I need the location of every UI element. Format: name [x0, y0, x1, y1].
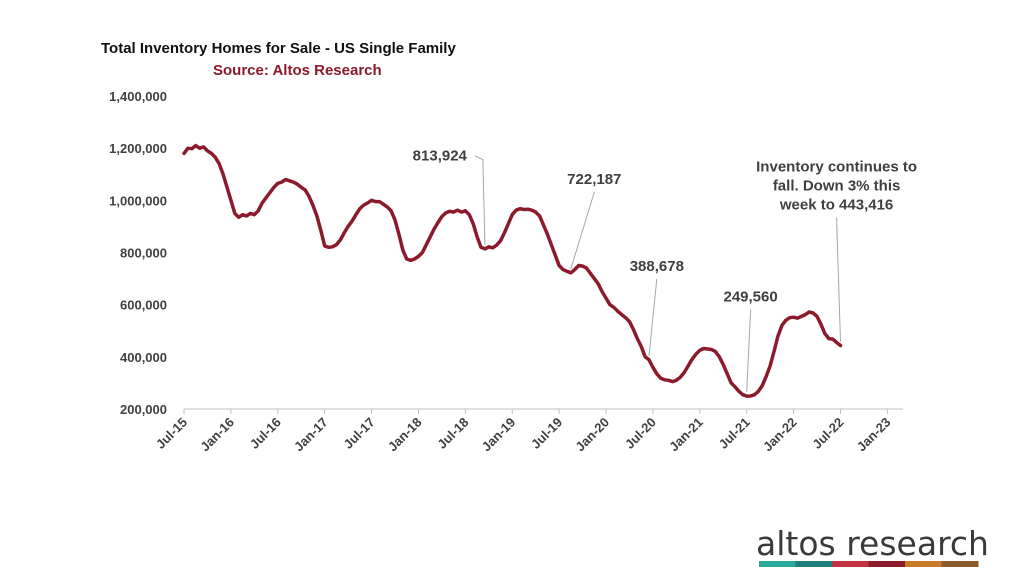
annotation: 722,187: [567, 171, 621, 269]
x-tick-label: Jul-20: [622, 415, 659, 452]
logo-stripe: [941, 561, 979, 567]
y-tick-label: 400,000: [120, 350, 167, 365]
annotation-text: fall. Down 3% this: [773, 178, 901, 195]
x-tick-label: Jan-16: [197, 415, 237, 455]
x-tick-label: Jul-17: [341, 415, 378, 452]
x-tick-label: Jan-23: [854, 415, 894, 455]
annotation-text: 388,678: [630, 258, 684, 275]
annotation-leader-line: [570, 192, 595, 269]
y-tick-label: 1,000,000: [109, 193, 167, 208]
x-tick-label: Jan-19: [479, 415, 519, 455]
chart-subtitle: Source: Altos Research: [213, 62, 382, 79]
x-tick-label: Jan-21: [666, 415, 706, 455]
logo-stripe: [832, 561, 869, 567]
x-tick-label: Jan-20: [572, 415, 612, 455]
y-tick-label: 200,000: [120, 402, 167, 417]
annotation-leader-line: [474, 155, 486, 245]
chart-title: Total Inventory Homes for Sale - US Sing…: [101, 40, 456, 57]
x-tick-label: Jan-18: [385, 415, 425, 455]
annotation: 813,924: [413, 148, 486, 245]
logo-text: altos research: [756, 524, 989, 563]
x-tick-label: Jul-21: [716, 415, 753, 452]
annotation-text: 249,560: [723, 289, 777, 306]
logo-stripe: [905, 561, 942, 567]
logo-stripe: [868, 561, 906, 567]
logo-stripe: [795, 561, 833, 567]
annotation-text: 813,924: [413, 148, 468, 165]
logo-stripe: [759, 561, 796, 567]
x-tick-label: Jul-16: [247, 415, 284, 452]
x-tick-label: Jul-18: [434, 415, 471, 452]
annotation-text: Inventory continues to: [756, 159, 917, 176]
annotation: 249,560: [723, 289, 778, 393]
annotation: Inventory continues to fall. Down 3% this…: [756, 159, 917, 342]
y-tick-label: 800,000: [120, 246, 167, 261]
x-tick-label: Jan-17: [291, 415, 331, 455]
altos-research-logo: altos research: [756, 524, 989, 567]
y-tick-label: 1,200,000: [109, 141, 167, 156]
annotation-text: week to 443,416: [779, 197, 893, 214]
y-tick-label: 1,400,000: [109, 89, 167, 104]
series-line: [182, 143, 843, 398]
x-tick-label: Jul-22: [809, 415, 846, 452]
x-tick-label: Jul-15: [153, 415, 190, 452]
annotation-leader-line: [648, 278, 658, 356]
y-tick-label: 600,000: [120, 298, 167, 313]
annotation-text: 722,187: [567, 171, 621, 188]
x-tick-label: Jul-19: [528, 415, 565, 452]
annotation-leader-line: [836, 217, 841, 342]
axes: 200,000 400,000 600,000 800,000 1,000,000 1,2…: [109, 89, 903, 454]
x-tick-label: Jan-22: [760, 415, 800, 455]
plot-area: [182, 143, 843, 398]
annotation-leader-line: [746, 309, 752, 393]
annotation: 388,678: [630, 258, 684, 356]
logo-stripes: [759, 561, 979, 567]
